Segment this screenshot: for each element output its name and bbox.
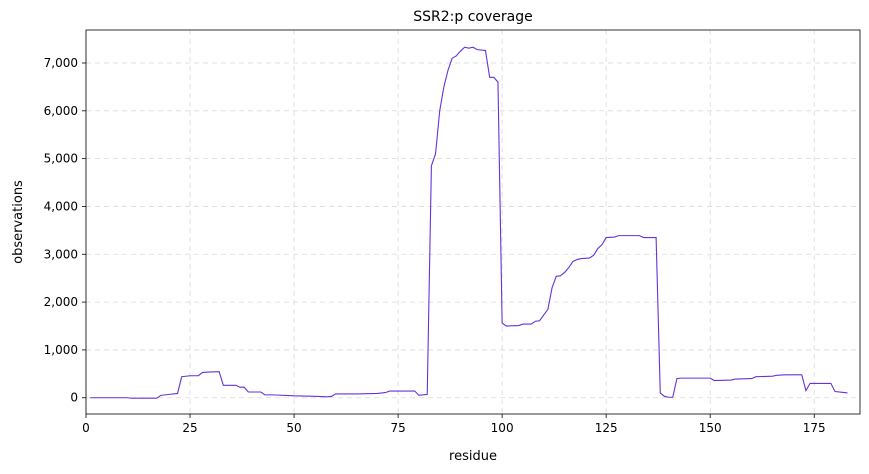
- y-tick-label: 2,000: [44, 295, 78, 309]
- y-tick-label: 3,000: [44, 247, 78, 261]
- x-tick-label: 175: [803, 421, 826, 435]
- chart-title: SSR2:p coverage: [413, 9, 532, 25]
- y-tick-label: 7,000: [44, 56, 78, 70]
- plot-frame: [85, 29, 861, 415]
- y-axis-label: observations: [11, 180, 26, 264]
- data-line: [90, 46, 848, 399]
- x-tick-label: 50: [286, 421, 301, 435]
- x-tick-label: 0: [82, 421, 90, 435]
- x-axis-label: residue: [449, 449, 497, 464]
- x-tick-label: 100: [491, 421, 514, 435]
- x-tick-label: 150: [699, 421, 722, 435]
- y-tick-label: 4,000: [44, 199, 78, 213]
- x-tick-label: 25: [182, 421, 197, 435]
- y-tick-label: 0: [70, 391, 78, 405]
- y-tick-label: 1,000: [44, 343, 78, 357]
- x-tick-label: 125: [595, 421, 618, 435]
- y-tick-label: 5,000: [44, 152, 78, 166]
- x-tick-label: 75: [390, 421, 405, 435]
- y-tick-label: 6,000: [44, 104, 78, 118]
